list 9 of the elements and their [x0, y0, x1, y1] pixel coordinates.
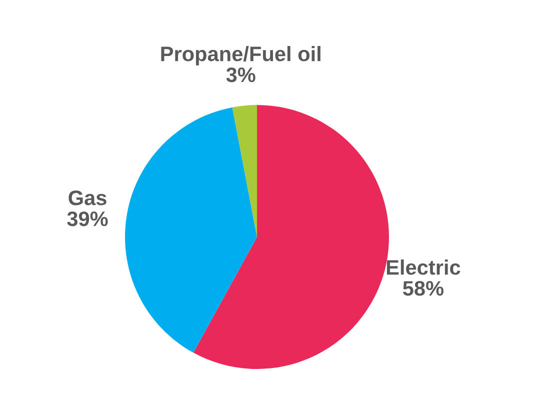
- data-label: 3%: [226, 67, 256, 82]
- data-label: 58%: [403, 280, 444, 296]
- slice-label: Gas: [68, 190, 106, 206]
- data-label: 39%: [67, 211, 108, 226]
- pie-slice: [193, 105, 389, 369]
- slice-label: Propane/Fuel oil: [161, 46, 320, 66]
- pie-slice: [125, 107, 257, 353]
- pie-slice: [232, 105, 257, 237]
- slice-label: Electric: [386, 260, 460, 275]
